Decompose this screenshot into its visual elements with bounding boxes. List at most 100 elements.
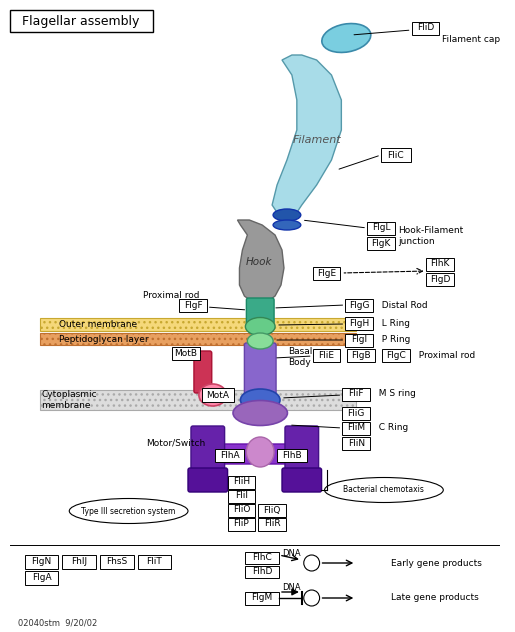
Text: FlgB: FlgB bbox=[351, 351, 371, 360]
Text: P Ring: P Ring bbox=[376, 336, 410, 344]
Text: FliM: FliM bbox=[347, 423, 365, 432]
Text: FlhB: FlhB bbox=[282, 451, 302, 459]
Ellipse shape bbox=[273, 220, 301, 230]
FancyBboxPatch shape bbox=[313, 348, 340, 362]
Text: Proximal rod: Proximal rod bbox=[144, 291, 200, 300]
FancyBboxPatch shape bbox=[100, 555, 133, 569]
FancyBboxPatch shape bbox=[342, 437, 370, 449]
Text: FlgG: FlgG bbox=[349, 300, 369, 310]
FancyBboxPatch shape bbox=[245, 552, 279, 564]
FancyBboxPatch shape bbox=[179, 298, 207, 312]
Ellipse shape bbox=[199, 384, 227, 406]
Text: FlgF: FlgF bbox=[184, 300, 202, 310]
Text: M S ring: M S ring bbox=[373, 389, 416, 399]
Text: FlhK: FlhK bbox=[431, 260, 450, 269]
Ellipse shape bbox=[273, 209, 301, 221]
Circle shape bbox=[304, 555, 320, 571]
Ellipse shape bbox=[69, 499, 188, 523]
Ellipse shape bbox=[246, 437, 274, 467]
FancyBboxPatch shape bbox=[285, 426, 319, 480]
FancyBboxPatch shape bbox=[188, 468, 228, 492]
Polygon shape bbox=[237, 220, 284, 302]
Text: FlgE: FlgE bbox=[317, 269, 336, 277]
Text: Flagellar assembly: Flagellar assembly bbox=[23, 15, 140, 28]
FancyBboxPatch shape bbox=[245, 592, 279, 604]
FancyBboxPatch shape bbox=[228, 490, 255, 502]
FancyBboxPatch shape bbox=[40, 318, 356, 331]
FancyBboxPatch shape bbox=[381, 148, 410, 162]
Text: FlgM: FlgM bbox=[252, 593, 273, 602]
Text: L Ring: L Ring bbox=[376, 319, 410, 327]
FancyBboxPatch shape bbox=[202, 388, 233, 402]
Text: FlgH: FlgH bbox=[349, 319, 369, 327]
FancyBboxPatch shape bbox=[228, 504, 255, 516]
Text: FliE: FliE bbox=[318, 351, 335, 360]
Text: FlhA: FlhA bbox=[220, 451, 239, 459]
FancyBboxPatch shape bbox=[346, 317, 373, 329]
FancyBboxPatch shape bbox=[342, 422, 370, 435]
Text: MotA: MotA bbox=[206, 391, 229, 399]
Text: Type III secretion system: Type III secretion system bbox=[81, 506, 176, 516]
Polygon shape bbox=[272, 55, 341, 220]
Text: Hook: Hook bbox=[246, 257, 272, 267]
Text: Peptidoglycan layer: Peptidoglycan layer bbox=[59, 334, 149, 344]
FancyBboxPatch shape bbox=[25, 555, 58, 569]
FancyBboxPatch shape bbox=[258, 504, 286, 516]
Text: FlgI: FlgI bbox=[351, 336, 367, 344]
Text: FlgK: FlgK bbox=[371, 238, 391, 248]
Text: FliQ: FliQ bbox=[263, 506, 281, 514]
FancyBboxPatch shape bbox=[228, 475, 255, 489]
Ellipse shape bbox=[241, 389, 280, 411]
FancyBboxPatch shape bbox=[215, 449, 245, 461]
Text: FlgA: FlgA bbox=[32, 573, 52, 583]
Ellipse shape bbox=[233, 401, 287, 425]
FancyBboxPatch shape bbox=[258, 518, 286, 530]
Ellipse shape bbox=[245, 317, 275, 336]
Text: FlgN: FlgN bbox=[31, 557, 52, 566]
Text: FliR: FliR bbox=[264, 520, 280, 528]
Text: FliF: FliF bbox=[349, 389, 364, 399]
Text: FliT: FliT bbox=[146, 557, 162, 566]
FancyBboxPatch shape bbox=[277, 449, 307, 461]
FancyBboxPatch shape bbox=[342, 387, 370, 401]
Text: Motor/Switch: Motor/Switch bbox=[146, 439, 205, 447]
Text: DNA: DNA bbox=[283, 549, 301, 557]
Text: FliP: FliP bbox=[234, 520, 249, 528]
Text: Early gene products: Early gene products bbox=[391, 559, 482, 568]
Ellipse shape bbox=[324, 478, 443, 502]
FancyBboxPatch shape bbox=[62, 555, 96, 569]
Text: Filament: Filament bbox=[293, 135, 341, 145]
Text: FliG: FliG bbox=[348, 408, 365, 418]
Text: FlhD: FlhD bbox=[252, 568, 272, 576]
FancyBboxPatch shape bbox=[426, 272, 454, 286]
FancyBboxPatch shape bbox=[426, 257, 454, 270]
Text: FhlJ: FhlJ bbox=[71, 557, 87, 566]
Text: FlgL: FlgL bbox=[372, 224, 390, 233]
Text: DNA: DNA bbox=[283, 583, 301, 592]
FancyBboxPatch shape bbox=[25, 571, 58, 585]
Text: C Ring: C Ring bbox=[373, 423, 408, 432]
FancyBboxPatch shape bbox=[367, 236, 395, 250]
FancyBboxPatch shape bbox=[246, 298, 274, 324]
FancyBboxPatch shape bbox=[40, 390, 356, 410]
Text: FliH: FliH bbox=[233, 478, 250, 487]
Text: Basal
Body: Basal Body bbox=[288, 348, 312, 367]
FancyBboxPatch shape bbox=[194, 351, 212, 393]
FancyBboxPatch shape bbox=[245, 343, 276, 397]
Text: Late gene products: Late gene products bbox=[391, 593, 478, 602]
Text: FlgC: FlgC bbox=[386, 351, 406, 360]
FancyBboxPatch shape bbox=[172, 346, 200, 360]
FancyBboxPatch shape bbox=[282, 468, 321, 492]
Text: FlgD: FlgD bbox=[430, 274, 451, 284]
Text: Bacterial chemotaxis: Bacterial chemotaxis bbox=[344, 485, 424, 494]
Ellipse shape bbox=[247, 333, 273, 349]
FancyBboxPatch shape bbox=[313, 267, 340, 279]
Text: FliN: FliN bbox=[348, 439, 365, 447]
Text: FliI: FliI bbox=[235, 492, 248, 501]
Text: MotB: MotB bbox=[175, 348, 198, 358]
FancyBboxPatch shape bbox=[245, 566, 279, 578]
FancyBboxPatch shape bbox=[346, 334, 373, 346]
Text: Hook-Filament
junction: Hook-Filament junction bbox=[398, 226, 463, 246]
Text: FliC: FliC bbox=[387, 150, 404, 159]
Text: Distal Rod: Distal Rod bbox=[376, 300, 427, 310]
